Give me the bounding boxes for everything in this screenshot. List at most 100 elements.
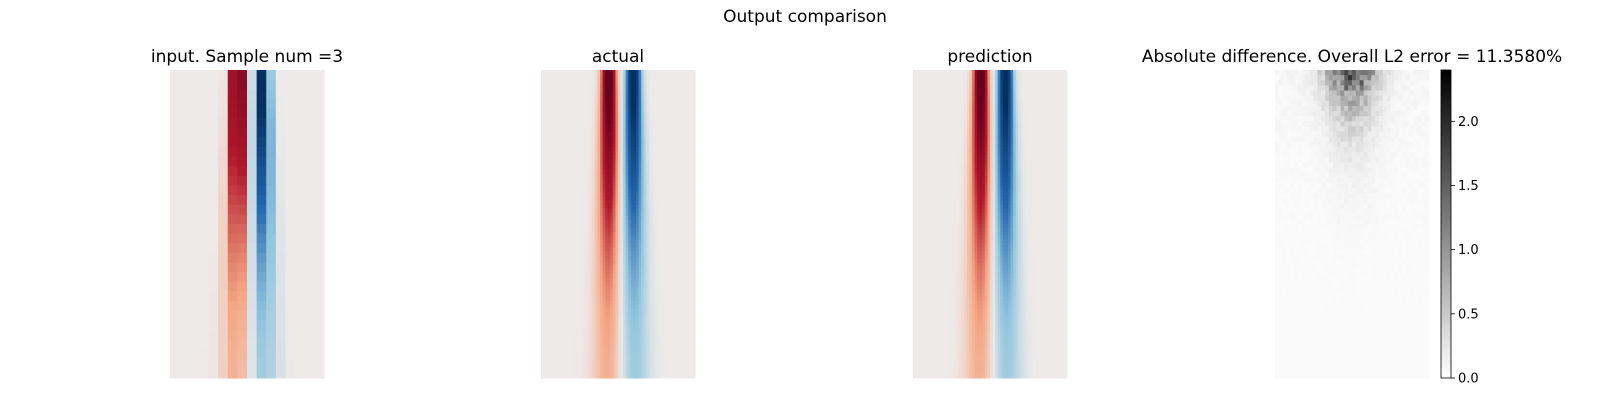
actual-cell	[648, 220, 652, 225]
actual-cell	[679, 158, 683, 163]
actual-cell	[674, 208, 678, 213]
input-cell	[266, 147, 277, 158]
actual-cell	[635, 170, 640, 175]
actual-cell	[605, 239, 609, 244]
input-cell	[304, 147, 315, 158]
actual-cell	[594, 208, 598, 213]
actual-cell	[633, 250, 637, 256]
actual-cell	[589, 143, 593, 148]
actual-cell	[541, 81, 545, 86]
actual-cell	[641, 274, 645, 279]
actual-cell	[625, 216, 629, 221]
actual-cell	[597, 227, 601, 233]
actual-cell	[561, 274, 565, 279]
actual-cell	[615, 96, 619, 102]
actual-cell	[625, 162, 629, 167]
actual-cell	[659, 247, 663, 252]
actual-cell	[607, 216, 611, 221]
actual-cell	[661, 120, 665, 125]
actual-cell	[546, 208, 550, 213]
actual-cell	[633, 81, 637, 86]
actual-cell	[633, 281, 637, 287]
actual-cell	[633, 170, 637, 175]
actual-cell	[605, 181, 609, 186]
input-cell	[170, 291, 181, 302]
input-cell	[189, 214, 200, 225]
actual-cell	[628, 285, 632, 290]
input-cell	[237, 195, 248, 206]
actual-cell	[576, 243, 580, 248]
actual-cell	[587, 185, 591, 190]
actual-cell	[553, 112, 557, 117]
actual-cell	[610, 162, 614, 167]
actual-cell	[541, 123, 545, 129]
actual-cell	[625, 181, 629, 186]
actual-cell	[589, 200, 593, 206]
actual-cell	[684, 96, 688, 102]
input-cell	[237, 147, 248, 158]
actual-cell	[589, 112, 593, 117]
actual-cell	[556, 239, 560, 244]
actual-cell	[687, 193, 691, 198]
actual-cell	[584, 120, 588, 125]
input-cell	[285, 70, 296, 81]
actual-cell	[579, 216, 583, 221]
actual-cell	[597, 135, 601, 140]
actual-cell	[669, 235, 673, 240]
actual-cell	[546, 258, 550, 263]
actual-cell	[651, 73, 655, 79]
actual-cell	[674, 100, 678, 106]
actual-cell	[682, 89, 686, 94]
actual-cell	[561, 185, 565, 190]
actual-cell	[653, 85, 657, 90]
actual-cell	[600, 89, 604, 94]
actual-cell	[569, 243, 573, 248]
actual-cell	[607, 281, 611, 287]
actual-cell	[641, 100, 645, 106]
actual-cell	[653, 185, 657, 190]
actual-cell	[669, 85, 673, 90]
actual-cell	[569, 85, 573, 90]
actual-cell	[541, 239, 545, 244]
actual-cell	[574, 239, 578, 244]
actual-cell	[659, 262, 663, 267]
input-cell	[275, 70, 286, 81]
input-cell	[198, 320, 209, 331]
actual-cell	[576, 139, 580, 144]
actual-cell	[600, 123, 604, 129]
actual-cell	[671, 239, 675, 244]
actual-cell	[548, 123, 552, 129]
actual-cell	[592, 254, 596, 260]
actual-cell	[635, 181, 640, 186]
actual-cell	[648, 108, 652, 113]
actual-cell	[651, 185, 655, 190]
actual-cell	[666, 131, 670, 136]
actual-cell	[661, 135, 665, 140]
actual-cell	[551, 266, 555, 271]
actual-cell	[548, 227, 552, 233]
heatmap-actual	[541, 70, 696, 379]
actual-cell	[630, 100, 634, 106]
actual-cell	[553, 204, 557, 210]
actual-cell	[579, 212, 583, 217]
actual-cell	[546, 197, 550, 202]
actual-cell	[659, 212, 663, 217]
actual-cell	[556, 170, 560, 175]
actual-cell	[607, 189, 611, 194]
actual-cell	[671, 181, 675, 186]
actual-cell	[643, 77, 647, 83]
actual-cell	[597, 220, 601, 225]
actual-cell	[571, 277, 575, 283]
actual-cell	[566, 266, 570, 271]
actual-cell	[607, 108, 611, 113]
actual-cell	[543, 120, 547, 125]
actual-cell	[610, 204, 614, 210]
actual-cell	[571, 100, 575, 106]
actual-cell	[633, 70, 637, 75]
actual-cell	[564, 77, 568, 83]
actual-cell	[566, 181, 570, 186]
actual-cell	[594, 166, 598, 171]
actual-cell	[553, 285, 557, 290]
actual-cell	[558, 239, 563, 244]
actual-cell	[664, 247, 668, 252]
